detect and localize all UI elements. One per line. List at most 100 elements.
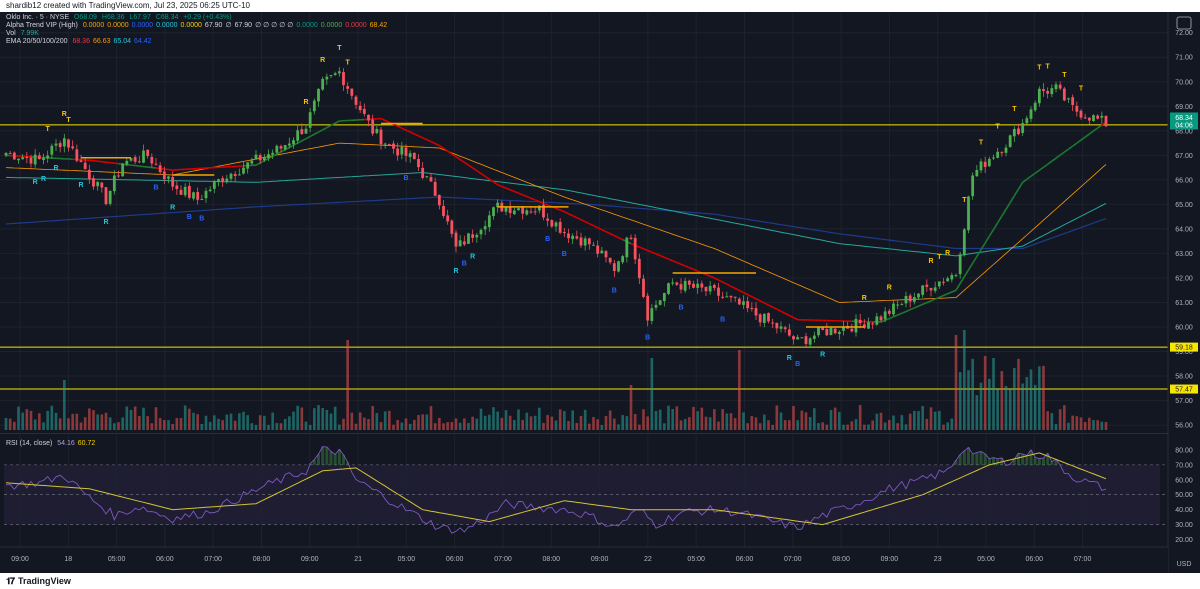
candle-body [887,310,891,314]
candle-body [408,153,412,158]
candle-body [371,119,375,134]
candle-body [642,278,645,297]
volume-bar [471,416,474,430]
candle-body [821,326,825,330]
candle-body [508,206,512,214]
volume-bar [488,414,491,430]
alpha-indicator-name[interactable]: Alpha Trend VIP (High) [6,22,78,29]
candle-body [762,313,766,323]
rsi-indicator-name[interactable]: RSI (14, close) [6,440,53,447]
volume-bar [346,340,349,430]
volume-bar [871,420,874,430]
ema-20-segment [418,135,424,139]
ema-20-segment [672,260,678,264]
volume-bar [854,419,858,430]
candle-body [504,207,508,212]
candle-body [896,304,900,306]
volume-bar [142,407,145,430]
ema-20-segment [509,189,515,193]
volume-bar [483,415,487,430]
ema-20-segment [680,263,686,267]
volume-bar [1058,409,1062,430]
candle-body [917,293,920,298]
candle-body [658,300,662,305]
ema-20-segment [497,184,503,188]
ema-20-segment [434,142,440,147]
ema-20-segment [1063,148,1069,153]
volume-bar [804,412,808,430]
ema-20-segment [576,216,582,221]
time-tick-label: 09:00 [881,556,899,563]
candle-body [67,139,70,148]
volume-bar [179,418,183,430]
alpha-value: 0.0000 [345,22,367,29]
volume-bar [354,423,358,430]
volume-bar [238,413,241,430]
volume-bar [946,422,949,430]
vol-indicator-name[interactable]: Vol [6,30,16,37]
candle-body [842,326,845,331]
candle-body [254,154,258,160]
ema-20-segment [1030,172,1036,177]
legend-alpha-row: Alpha Trend VIP (High) 0.0000 0.0000 0.000… [6,22,390,30]
candle-body [96,181,100,187]
volume-bar [425,414,429,430]
ema-20-segment [568,213,574,217]
brand-name[interactable]: TradingView [18,576,71,586]
volume-bar [242,411,245,430]
ema-20-segment [1043,163,1049,168]
ema-20-segment [318,129,324,133]
candle-body [529,211,533,213]
signal-label: B [462,261,467,268]
volume-bar [733,418,737,430]
volume-bar [121,417,124,430]
candle-body [1050,88,1054,95]
candle-body [454,232,458,247]
candle-body [229,173,233,179]
ema-20-segment [609,232,615,237]
candle-body [796,337,800,340]
candle-body [358,105,362,111]
ema-20-segment [601,228,607,233]
candle-body [187,186,191,198]
ema-20-segment [926,300,932,304]
volume-bar [1100,421,1104,430]
volume-bar [350,412,354,430]
ema-20-segment [334,120,340,124]
volume-bar [692,406,695,430]
candle-body [558,221,562,233]
ema-indicator-name[interactable]: EMA 20/50/100/200 [6,38,68,45]
time-tick-label: 07:00 [204,556,222,563]
signal-label: R [787,355,792,362]
rsi-tick-label: 60.00 [1175,477,1193,484]
volume-bar [496,411,499,430]
symbol-name[interactable]: Oklo Inc. · 5 · NYSE [6,14,70,21]
price-tick-label: 69.00 [1175,104,1193,111]
volume-bar [729,413,733,430]
candle-body [933,287,937,291]
volume-bar [225,414,229,430]
tradingview-logo-icon: 𝟏𝟕 [6,575,15,586]
candle-body [37,155,41,160]
volume-bar [992,358,995,430]
volume-bar [1054,424,1058,430]
candle-body [537,205,541,211]
candle-body [942,281,945,283]
volume-bar [725,413,729,430]
volume-bar [792,406,795,430]
ema-20-segment [451,153,457,158]
volume-bar [558,409,562,430]
volume-bar [1088,417,1091,430]
candle-body [208,189,212,192]
volume-bar [717,421,720,430]
volume-bar [150,423,154,430]
signal-label: R [945,250,950,257]
volume-bar [650,358,654,430]
volume-bar [417,415,420,430]
candle-body [817,327,820,336]
candle-body [900,304,904,306]
candle-body [946,278,950,282]
ema-20-segment [480,172,486,178]
volume-bar [325,409,329,430]
